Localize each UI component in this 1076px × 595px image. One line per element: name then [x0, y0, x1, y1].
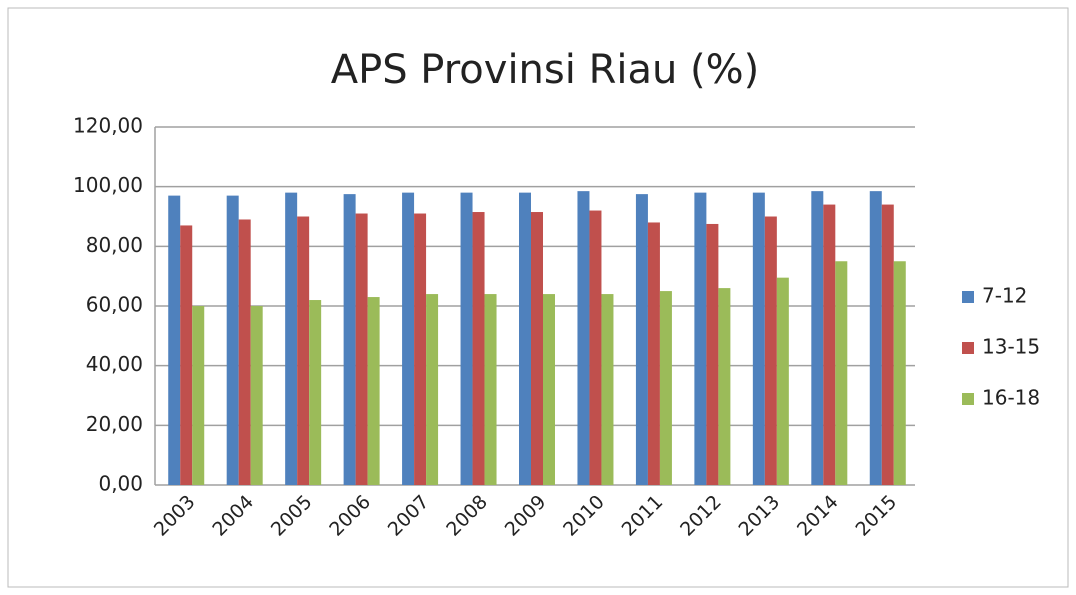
bar	[226, 195, 239, 485]
bar	[192, 306, 205, 485]
legend-label: 16-18	[982, 386, 1040, 410]
bar	[881, 204, 894, 486]
bar	[238, 219, 251, 485]
y-tick-label: 100,00	[73, 173, 143, 197]
bar	[601, 294, 614, 485]
bar	[589, 210, 602, 486]
bar	[577, 191, 590, 485]
bar	[168, 195, 181, 485]
bar	[250, 306, 263, 485]
legend-swatch	[962, 393, 974, 405]
legend-label: 7-12	[982, 284, 1027, 308]
bar	[414, 213, 427, 485]
bar	[893, 261, 906, 485]
bar	[718, 288, 731, 485]
bar	[647, 222, 660, 485]
legend-label: 13-15	[982, 335, 1040, 359]
bar	[402, 192, 415, 485]
bar	[776, 277, 789, 485]
chart-title: APS Provinsi Riau (%)	[331, 47, 760, 93]
bar	[519, 192, 531, 485]
bar	[367, 297, 380, 485]
bar	[426, 294, 439, 485]
bar	[635, 194, 648, 485]
bar	[752, 192, 765, 485]
bar	[285, 192, 298, 485]
y-tick-label: 120,00	[73, 114, 143, 138]
bar	[823, 204, 836, 486]
y-tick-label: 80,00	[86, 233, 143, 257]
y-tick-label: 40,00	[86, 352, 143, 376]
bar	[297, 216, 310, 485]
bar	[531, 212, 543, 485]
bar	[472, 212, 485, 485]
bar	[543, 294, 555, 485]
bar	[343, 194, 356, 485]
bar	[659, 291, 672, 485]
bar	[309, 300, 322, 485]
bar	[180, 225, 193, 485]
bar	[835, 261, 848, 485]
y-tick-label: 60,00	[86, 293, 143, 317]
bar	[460, 192, 473, 485]
legend-swatch	[962, 291, 974, 303]
bar	[706, 223, 719, 486]
bar	[869, 191, 882, 485]
bar	[811, 191, 824, 485]
bar	[484, 294, 497, 485]
bar	[764, 216, 777, 485]
bar	[355, 213, 368, 485]
legend-swatch	[962, 342, 974, 354]
y-tick-label: 0,00	[98, 472, 143, 496]
bar	[694, 192, 707, 485]
y-tick-label: 20,00	[86, 412, 143, 436]
